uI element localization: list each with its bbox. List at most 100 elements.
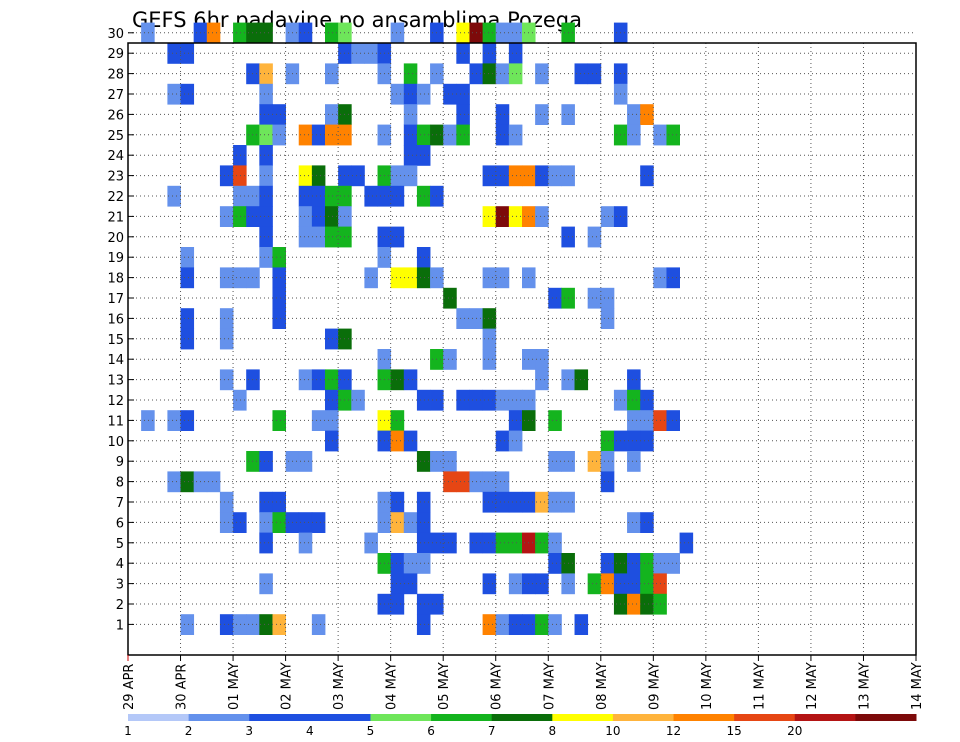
colorbar-swatch	[188, 714, 250, 721]
heatmap-cell	[206, 22, 221, 44]
heatmap-cell	[456, 389, 470, 411]
y-tick-label: 16	[107, 312, 124, 327]
heatmap-cell	[508, 614, 523, 635]
heatmap-cell	[259, 124, 273, 146]
colorbar-swatch	[734, 714, 796, 721]
heatmap-cell	[180, 247, 195, 268]
heatmap-cell	[272, 247, 286, 268]
colorbar-label: 12	[666, 724, 681, 738]
heatmap-cell	[600, 471, 615, 493]
heatmap-cell	[416, 593, 431, 615]
heatmap-cell	[482, 165, 497, 187]
heatmap-cell	[443, 124, 457, 146]
y-tick-label: 1	[116, 618, 124, 633]
heatmap-cell	[456, 43, 470, 64]
heatmap-cell	[548, 491, 562, 513]
heatmap-cell	[233, 145, 247, 166]
heatmap-cell	[272, 410, 286, 431]
heatmap-cell	[180, 328, 195, 350]
heatmap-cell	[456, 471, 470, 493]
colorbar-swatch	[491, 714, 553, 721]
y-tick-label: 4	[116, 557, 124, 572]
heatmap-cell	[272, 491, 286, 513]
heatmap-cell	[640, 573, 654, 595]
heatmap-cell	[311, 165, 326, 187]
heatmap-cell	[351, 43, 365, 64]
colorbar-label: 3	[245, 724, 253, 738]
heatmap-cell	[180, 471, 195, 493]
heatmap-cell	[508, 410, 523, 431]
y-axis-ticks: 1234567891011121314151617181920212223242…	[107, 27, 134, 633]
heatmap-cell	[390, 185, 405, 207]
x-tick-label: 30 APR	[175, 664, 190, 710]
heatmap-cell	[259, 206, 273, 227]
heatmap-cell	[587, 63, 602, 85]
colorbar-swatch	[370, 714, 432, 721]
heatmap-cell	[219, 512, 234, 533]
x-tick-label: 05 MAY	[437, 662, 452, 710]
heatmap-cell	[416, 247, 431, 268]
heatmap-cell	[219, 369, 234, 391]
heatmap-cell	[416, 145, 431, 166]
heatmap-cell	[364, 185, 378, 207]
colorbar-label: 1	[124, 724, 132, 738]
heatmap-cell	[482, 308, 497, 329]
heatmap-cell	[403, 63, 418, 85]
heatmap-cell	[272, 308, 286, 329]
heatmap-cell	[416, 389, 431, 411]
heatmap-cell	[298, 532, 313, 554]
heatmap-cell	[508, 573, 523, 595]
heatmap-cell	[259, 247, 273, 268]
y-tick-label: 11	[107, 414, 124, 429]
heatmap-cell	[535, 532, 549, 554]
heatmap-cell	[311, 614, 326, 635]
heatmap-cell	[666, 124, 680, 146]
heatmap-cell	[206, 471, 221, 493]
heatmap-cell	[482, 614, 497, 635]
heatmap-cells	[141, 22, 694, 635]
heatmap-cell	[443, 451, 457, 472]
y-tick-label: 22	[107, 190, 124, 205]
heatmap-cell	[508, 165, 523, 187]
y-tick-label: 8	[116, 476, 124, 491]
heatmap-cell	[416, 614, 431, 635]
heatmap-cell	[167, 410, 181, 431]
heatmap-cell	[627, 410, 641, 431]
heatmap-cell	[233, 512, 247, 533]
heatmap-cell	[298, 124, 313, 146]
heatmap-cell	[325, 63, 339, 85]
heatmap-cell	[600, 451, 615, 472]
x-axis-ticks: 29 APR 30 APR 01 MAY 02 MAY 03 MAY 04 MAY 05 M…	[122, 655, 925, 710]
y-tick-label: 29	[107, 47, 124, 62]
heatmap-cell	[640, 430, 654, 452]
heatmap-cell	[180, 410, 195, 431]
heatmap-cell	[640, 165, 654, 187]
y-tick-label: 28	[107, 68, 124, 83]
heatmap-cell	[627, 104, 641, 125]
heatmap-cell	[180, 308, 195, 329]
heatmap-cell	[390, 369, 405, 391]
heatmap-cell	[233, 614, 247, 635]
heatmap-cell	[325, 104, 339, 125]
x-tick-label: 14 MAY	[910, 662, 925, 710]
heatmap-cell	[495, 104, 510, 125]
y-tick-label: 17	[107, 292, 124, 307]
heatmap-cell	[272, 104, 286, 125]
heatmap-cell	[456, 83, 470, 105]
plot-frame	[127, 42, 917, 656]
heatmap-cell	[325, 430, 339, 452]
heatmap-cell	[259, 165, 273, 187]
heatmap-cell	[180, 43, 195, 64]
x-tick-label: 03 MAY	[332, 662, 347, 710]
heatmap-cell	[416, 491, 431, 513]
heatmap-cell	[259, 512, 273, 533]
heatmap-cell	[311, 512, 326, 533]
heatmap-cell	[416, 512, 431, 533]
heatmap-cell	[219, 614, 234, 635]
heatmap-cell	[587, 451, 602, 472]
heatmap-cell	[482, 43, 497, 64]
colorbar: 1 2 3 4 5 6 7 8 10 12 15 20	[124, 714, 917, 738]
heatmap-cell	[298, 451, 313, 472]
y-tick-label: 27	[107, 88, 124, 103]
x-tick-label: 29 APR	[122, 664, 137, 710]
